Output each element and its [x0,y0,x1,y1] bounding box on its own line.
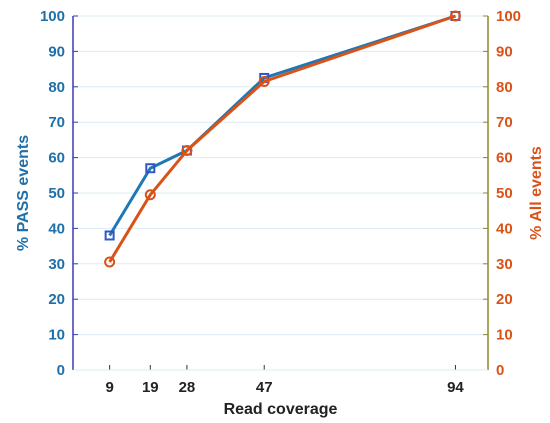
series-2-point [181,145,193,157]
left-tick-label: 40 [48,220,65,237]
left-tick-label: 60 [48,150,65,167]
series-line-2 [108,14,456,263]
right-tick-label: 10 [496,327,513,344]
series-1-point [104,230,115,241]
series-2-point [144,189,156,201]
series-2-point [449,10,461,22]
x-tick-label: 47 [256,379,273,396]
series-1-point [145,163,156,174]
left-tick-label: 30 [48,256,65,273]
left-tick-label: 100 [40,8,65,25]
right-tick-label: 80 [496,79,513,96]
left-tick-label: 0 [57,362,65,379]
right-tick-label: 90 [496,43,513,60]
right-tick-label: 100 [496,8,521,25]
right-tick-label: 70 [496,114,513,131]
x-tick-label: 9 [105,379,113,396]
series-line-1 [108,14,456,237]
series-2-point [258,75,270,87]
series-2-point [104,256,116,268]
right-tick-label: 40 [496,220,513,237]
left-tick-label: 80 [48,79,65,96]
x-tick-label: 94 [447,379,464,396]
right-tick-label: 60 [496,150,513,167]
left-tick-label: 50 [48,185,65,202]
left-tick-label: 10 [48,327,65,344]
x-tick-label: 19 [142,379,159,396]
right-tick-label: 0 [496,362,504,379]
left-tick-label: 20 [48,291,65,308]
series-layer [104,10,461,268]
left-y-axis-title: % PASS events [15,135,32,251]
x-tick-label: 28 [179,379,196,396]
right-y-axis-title: % All events [528,146,545,240]
right-tick-label: 50 [496,185,513,202]
right-tick-label: 30 [496,256,513,273]
x-axis-title: Read coverage [224,401,338,418]
x-axis-ticks: 9 19 28 47 94 [105,365,464,396]
left-tick-label: 70 [48,114,65,131]
grid-lines [73,15,488,336]
right-y-axis-ticks: 0 10 20 30 40 50 60 70 80 90 100 [483,8,521,379]
left-y-axis-ticks: 0 10 20 30 40 50 60 70 80 90 100 [40,8,78,379]
left-tick-label: 90 [48,43,65,60]
right-tick-label: 20 [496,291,513,308]
